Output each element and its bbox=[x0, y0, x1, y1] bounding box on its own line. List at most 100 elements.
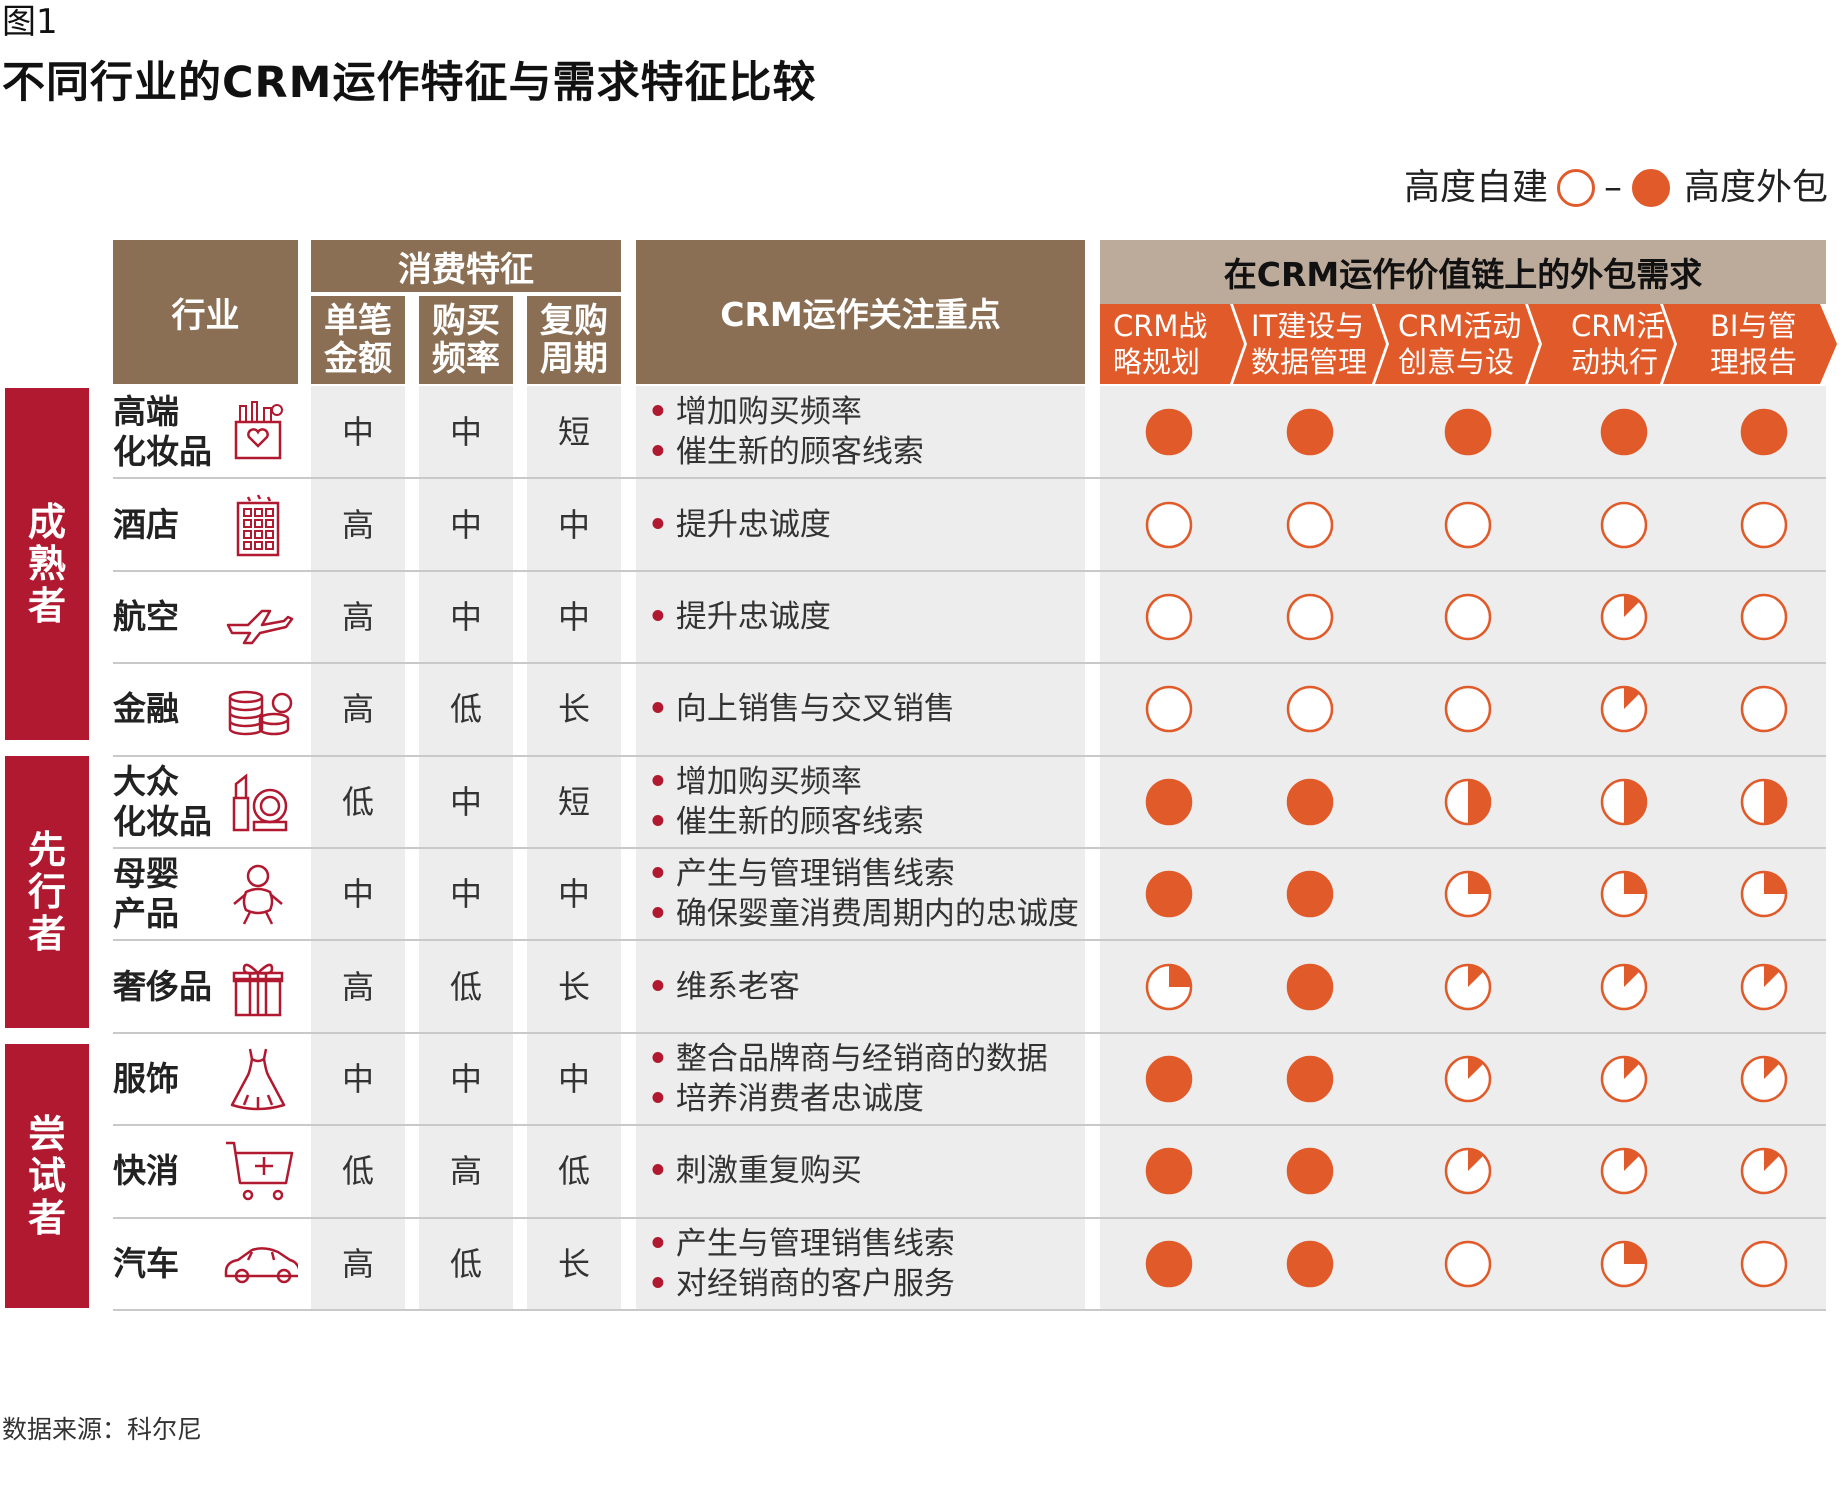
bullet-icon: • bbox=[648, 856, 668, 893]
focus-text: 产生与管理销售线索 bbox=[675, 1225, 955, 1262]
harvey-ball bbox=[1444, 686, 1492, 733]
amount-cell: 低 bbox=[341, 782, 374, 821]
focus-list: • 整合品牌商与经销商的数据 • 培养消费者忠诚度 bbox=[648, 1039, 1048, 1119]
harvey-ball bbox=[1600, 870, 1648, 918]
focus-list: • 产生与管理销售线索 • 确保婴童消费周期内的忠诚度 bbox=[648, 854, 1079, 934]
segment-arrow-4 bbox=[1528, 304, 1674, 384]
cycle-cell: 中 bbox=[557, 875, 590, 914]
harvey-ball bbox=[1145, 1055, 1193, 1103]
harvey-ball bbox=[1145, 778, 1193, 826]
bullet-icon: • bbox=[648, 1153, 668, 1190]
amount-cell: 高 bbox=[341, 505, 374, 544]
focus-list: • 增加购买频率 • 催生新的顾客线索 bbox=[648, 762, 924, 842]
harvey-ball-fill bbox=[1624, 595, 1640, 617]
focus-text: 培养消费者忠诚度 bbox=[675, 1081, 924, 1117]
harvey-ball bbox=[1740, 1148, 1788, 1195]
harvey-ball bbox=[1600, 963, 1648, 1010]
focus-item: • 刺激重复购买 bbox=[648, 1151, 862, 1191]
amount-cell: 中 bbox=[341, 875, 374, 914]
harvey-ball bbox=[1145, 1148, 1193, 1195]
cycle-header-label: 复购周期 bbox=[540, 301, 608, 379]
harvey-ball bbox=[1145, 963, 1193, 1010]
segment-label-creative-line1: CRM活动 bbox=[1398, 309, 1522, 343]
focus-text: 确保婴童消费周期内的忠诚度 bbox=[675, 896, 1079, 933]
coins-stack-icon bbox=[228, 691, 293, 736]
header-divider bbox=[311, 292, 621, 296]
harvey-ball bbox=[1286, 1148, 1334, 1195]
harvey-ball-outline bbox=[1600, 408, 1648, 456]
harvey-ball-fill bbox=[1624, 964, 1640, 987]
industry-name-line: 化妆品 bbox=[113, 801, 212, 841]
industry-name-line: 奢侈品 bbox=[113, 966, 212, 1006]
harvey-ball-outline bbox=[1145, 593, 1193, 641]
frequency-cell: 中 bbox=[449, 782, 482, 821]
harvey-ball bbox=[1145, 870, 1193, 918]
segment-arrow-3 bbox=[1375, 304, 1539, 384]
harvey-ball bbox=[1600, 1240, 1648, 1288]
harvey-ball bbox=[1444, 963, 1492, 1010]
harvey-ball bbox=[1444, 593, 1492, 641]
focus-header: CRM运作关注重点 bbox=[636, 240, 1085, 384]
row-separator bbox=[113, 569, 1826, 572]
harvey-ball-outline bbox=[1286, 1055, 1334, 1103]
industry-name: 奢侈品 bbox=[113, 967, 212, 1007]
bullet-icon: • bbox=[648, 1041, 668, 1077]
frequency-cell: 中 bbox=[449, 598, 482, 636]
legend-right-label: 高度外包 bbox=[1684, 167, 1829, 208]
harvey-ball bbox=[1740, 686, 1788, 733]
harvey-ball-outline bbox=[1444, 686, 1492, 733]
focus-text: 增加购买频率 bbox=[675, 763, 862, 800]
harvey-ball bbox=[1444, 1148, 1492, 1195]
row-separator bbox=[113, 1216, 1826, 1219]
focus-text: 催生新的顾客线索 bbox=[675, 434, 924, 471]
airplane-icon bbox=[226, 609, 294, 645]
harvey-ball-outline bbox=[1145, 686, 1193, 733]
focus-text: 刺激重复购买 bbox=[675, 1153, 862, 1190]
value-chain-header: 在CRM运作价值链上的外包需求 bbox=[1100, 240, 1826, 304]
cycle-cell: 长 bbox=[557, 1244, 590, 1283]
frequency-cell: 低 bbox=[449, 1244, 482, 1283]
industry-name: 母婴 产品 bbox=[113, 854, 179, 934]
bullet-icon: • bbox=[648, 506, 668, 543]
harvey-ball-fill bbox=[1468, 1057, 1484, 1079]
cycle-header: 复购周期 bbox=[527, 296, 621, 384]
focus-item: • 催生新的顾客线索 bbox=[648, 432, 924, 472]
focus-item: • 提升忠诚度 bbox=[648, 597, 831, 637]
harvey-ball bbox=[1286, 1055, 1334, 1103]
harvey-ball-fill bbox=[1624, 1057, 1640, 1079]
industry-name-line: 大众 bbox=[113, 761, 179, 801]
harvey-ball-outline bbox=[1444, 501, 1492, 548]
harvey-ball bbox=[1444, 1240, 1492, 1288]
cycle-cell: 短 bbox=[557, 413, 590, 452]
gift-box-icon bbox=[232, 963, 284, 1016]
focus-text: 对经销商的客户服务 bbox=[675, 1265, 955, 1302]
segment-label-bi-line2: 理报告 bbox=[1710, 345, 1798, 379]
industry-name: 金融 bbox=[113, 689, 179, 729]
harvey-ball-outline bbox=[1444, 408, 1492, 456]
harvey-ball bbox=[1740, 501, 1788, 548]
segment-arrow-5 bbox=[1663, 304, 1837, 384]
harvey-ball-fill bbox=[1468, 964, 1484, 987]
row-separator bbox=[113, 1031, 1826, 1034]
bullet-icon: • bbox=[648, 1081, 668, 1117]
frequency-cell: 中 bbox=[449, 505, 482, 544]
group-label-mature: 成 熟 者 bbox=[5, 388, 89, 740]
amount-cell: 高 bbox=[341, 1244, 374, 1283]
harvey-ball-outline bbox=[1740, 408, 1788, 456]
consumption-header: 消费特征 bbox=[311, 240, 621, 292]
harvey-ball bbox=[1286, 501, 1334, 548]
industry-name-line: 金融 bbox=[113, 689, 179, 729]
harvey-ball bbox=[1145, 593, 1193, 641]
amount-cell: 高 bbox=[341, 690, 374, 729]
row-separator bbox=[113, 1124, 1826, 1127]
dress-icon bbox=[230, 1048, 286, 1111]
segment-arrow-1 bbox=[1100, 304, 1244, 384]
segment-label-strategy-line2: 略规划 bbox=[1113, 345, 1201, 379]
bullet-icon: • bbox=[648, 394, 668, 431]
cycle-cell: 长 bbox=[557, 967, 590, 1006]
industry-name-line: 产品 bbox=[113, 894, 179, 934]
segment-label-execution-line1: CRM活 bbox=[1571, 309, 1666, 343]
row-separator bbox=[113, 662, 1826, 665]
group-trier-char: 者 bbox=[27, 1196, 66, 1240]
cycle-cell: 长 bbox=[557, 690, 590, 729]
